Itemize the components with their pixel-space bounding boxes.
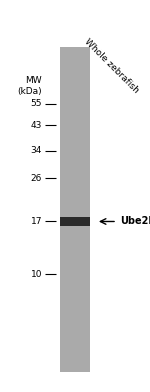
Text: 55: 55 [30, 100, 42, 108]
Bar [60, 217, 90, 226]
Text: 10: 10 [30, 270, 42, 279]
Text: 43: 43 [31, 121, 42, 130]
Bar [60, 47, 90, 372]
Text: Ube2l3a: Ube2l3a [120, 216, 150, 227]
Text: 17: 17 [30, 217, 42, 226]
Text: 34: 34 [31, 147, 42, 155]
Text: MW
(kDa): MW (kDa) [17, 76, 42, 96]
Text: 26: 26 [31, 174, 42, 183]
Text: Whole zebrafish: Whole zebrafish [82, 37, 140, 94]
